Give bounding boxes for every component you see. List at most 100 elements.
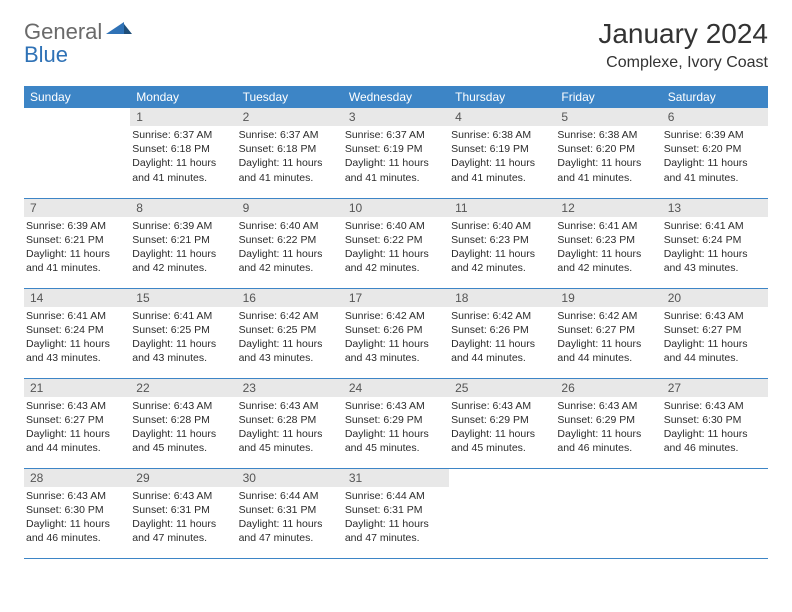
calendar-day-cell: 12 Sunrise: 6:41 AMSunset: 6:23 PMDayligh… [555, 198, 661, 288]
calendar-day-cell: 24 Sunrise: 6:43 AMSunset: 6:29 PMDayligh… [343, 378, 449, 468]
day-info: Sunrise: 6:41 AMSunset: 6:25 PMDaylight:… [130, 309, 236, 366]
weekday-header: Monday [130, 86, 236, 108]
day-info: Sunrise: 6:44 AMSunset: 6:31 PMDaylight:… [237, 489, 343, 546]
day-info: Sunrise: 6:40 AMSunset: 6:22 PMDaylight:… [343, 219, 449, 276]
weekday-header: Sunday [24, 86, 130, 108]
day-info: Sunrise: 6:39 AMSunset: 6:21 PMDaylight:… [24, 219, 130, 276]
calendar-day-cell: 30 Sunrise: 6:44 AMSunset: 6:31 PMDayligh… [237, 468, 343, 558]
day-info: Sunrise: 6:41 AMSunset: 6:24 PMDaylight:… [662, 219, 768, 276]
calendar-day-cell: 27 Sunrise: 6:43 AMSunset: 6:30 PMDayligh… [662, 378, 768, 468]
day-number: 26 [555, 379, 661, 397]
calendar-day-cell: 20 Sunrise: 6:43 AMSunset: 6:27 PMDayligh… [662, 288, 768, 378]
day-number: 30 [237, 469, 343, 487]
location-text: Complexe, Ivory Coast [598, 54, 768, 72]
day-info: Sunrise: 6:41 AMSunset: 6:24 PMDaylight:… [24, 309, 130, 366]
day-number: 4 [449, 108, 555, 126]
title-block: January 2024 Complexe, Ivory Coast [598, 18, 768, 72]
day-info: Sunrise: 6:43 AMSunset: 6:28 PMDaylight:… [130, 399, 236, 456]
day-number: 3 [343, 108, 449, 126]
calendar-day-cell: 9 Sunrise: 6:40 AMSunset: 6:22 PMDaylight… [237, 198, 343, 288]
brand-part2-wrap: Blue [24, 42, 68, 68]
weekday-header: Saturday [662, 86, 768, 108]
weekday-header: Tuesday [237, 86, 343, 108]
day-info: Sunrise: 6:39 AMSunset: 6:21 PMDaylight:… [130, 219, 236, 276]
calendar-day-cell: 31Sunrise: 6:44 AMSunset: 6:31 PMDayligh… [343, 468, 449, 558]
calendar-day-cell: 1 Sunrise: 6:37 AMSunset: 6:18 PMDaylight… [130, 108, 236, 198]
day-number: 11 [449, 199, 555, 217]
calendar-week-row: 14 Sunrise: 6:41 AMSunset: 6:24 PMDayligh… [24, 288, 768, 378]
day-number: 19 [555, 289, 661, 307]
day-number: 10 [343, 199, 449, 217]
day-info: Sunrise: 6:43 AMSunset: 6:30 PMDaylight:… [662, 399, 768, 456]
day-info: Sunrise: 6:42 AMSunset: 6:25 PMDaylight:… [237, 309, 343, 366]
day-info: Sunrise: 6:43 AMSunset: 6:27 PMDaylight:… [662, 309, 768, 366]
calendar-day-cell: 29Sunrise: 6:43 AMSunset: 6:31 PMDayligh… [130, 468, 236, 558]
brand-part2: Blue [24, 42, 68, 67]
day-number: 28 [24, 469, 130, 487]
day-info: Sunrise: 6:43 AMSunset: 6:29 PMDaylight:… [343, 399, 449, 456]
calendar-week-row: 28Sunrise: 6:43 AMSunset: 6:30 PMDayligh… [24, 468, 768, 558]
day-info: Sunrise: 6:38 AMSunset: 6:20 PMDaylight:… [555, 128, 661, 185]
day-info: Sunrise: 6:38 AMSunset: 6:19 PMDaylight:… [449, 128, 555, 185]
day-number: 12 [555, 199, 661, 217]
calendar-page: General January 2024 Complexe, Ivory Coa… [0, 0, 792, 577]
day-info: Sunrise: 6:42 AMSunset: 6:27 PMDaylight:… [555, 309, 661, 366]
calendar-empty-cell [449, 468, 555, 558]
calendar-day-cell: 4 Sunrise: 6:38 AMSunset: 6:19 PMDaylight… [449, 108, 555, 198]
day-number: 29 [130, 469, 236, 487]
day-number: 20 [662, 289, 768, 307]
calendar-day-cell: 15 Sunrise: 6:41 AMSunset: 6:25 PMDayligh… [130, 288, 236, 378]
day-info: Sunrise: 6:43 AMSunset: 6:27 PMDaylight:… [24, 399, 130, 456]
calendar-empty-cell [555, 468, 661, 558]
day-number: 23 [237, 379, 343, 397]
calendar-week-row: 21 Sunrise: 6:43 AMSunset: 6:27 PMDayligh… [24, 378, 768, 468]
day-number: 9 [237, 199, 343, 217]
day-number: 15 [130, 289, 236, 307]
day-number: 14 [24, 289, 130, 307]
calendar-day-cell: 6Sunrise: 6:39 AMSunset: 6:20 PMDaylight… [662, 108, 768, 198]
brand-logo: General [24, 18, 134, 45]
day-info: Sunrise: 6:40 AMSunset: 6:23 PMDaylight:… [449, 219, 555, 276]
calendar-day-cell: 7 Sunrise: 6:39 AMSunset: 6:21 PMDaylight… [24, 198, 130, 288]
day-number: 24 [343, 379, 449, 397]
calendar-day-cell: 2Sunrise: 6:37 AMSunset: 6:18 PMDaylight… [237, 108, 343, 198]
day-info: Sunrise: 6:37 AMSunset: 6:18 PMDaylight:… [130, 128, 236, 185]
calendar-day-cell: 25Sunrise: 6:43 AMSunset: 6:29 PMDayligh… [449, 378, 555, 468]
day-info: Sunrise: 6:43 AMSunset: 6:28 PMDaylight:… [237, 399, 343, 456]
day-number: 21 [24, 379, 130, 397]
day-number: 1 [130, 108, 236, 126]
calendar-day-cell: 11 Sunrise: 6:40 AMSunset: 6:23 PMDayligh… [449, 198, 555, 288]
day-info: Sunrise: 6:37 AMSunset: 6:19 PMDaylight:… [343, 128, 449, 185]
day-number: 27 [662, 379, 768, 397]
calendar-table: SundayMondayTuesdayWednesdayThursdayFrid… [24, 86, 768, 559]
calendar-day-cell: 10 Sunrise: 6:40 AMSunset: 6:22 PMDayligh… [343, 198, 449, 288]
day-number: 13 [662, 199, 768, 217]
calendar-day-cell: 14 Sunrise: 6:41 AMSunset: 6:24 PMDayligh… [24, 288, 130, 378]
weekday-row: SundayMondayTuesdayWednesdayThursdayFrid… [24, 86, 768, 108]
calendar-day-cell: 28Sunrise: 6:43 AMSunset: 6:30 PMDayligh… [24, 468, 130, 558]
day-number: 18 [449, 289, 555, 307]
calendar-day-cell: 17 Sunrise: 6:42 AMSunset: 6:26 PMDayligh… [343, 288, 449, 378]
calendar-day-cell: 19 Sunrise: 6:42 AMSunset: 6:27 PMDayligh… [555, 288, 661, 378]
day-info: Sunrise: 6:41 AMSunset: 6:23 PMDaylight:… [555, 219, 661, 276]
day-info: Sunrise: 6:43 AMSunset: 6:29 PMDaylight:… [449, 399, 555, 456]
calendar-day-cell: 18Sunrise: 6:42 AMSunset: 6:26 PMDayligh… [449, 288, 555, 378]
calendar-week-row: 1 Sunrise: 6:37 AMSunset: 6:18 PMDaylight… [24, 108, 768, 198]
month-title: January 2024 [598, 18, 768, 50]
weekday-header: Wednesday [343, 86, 449, 108]
brand-mark-icon [106, 18, 132, 39]
day-number: 31 [343, 469, 449, 487]
day-number: 17 [343, 289, 449, 307]
calendar-week-row: 7Sunrise: 6:39 AMSunset: 6:21 PMDaylight… [24, 198, 768, 288]
calendar-empty-cell [24, 108, 130, 198]
day-number: 2 [237, 108, 343, 126]
day-info: Sunrise: 6:42 AMSunset: 6:26 PMDaylight:… [343, 309, 449, 366]
page-header: General January 2024 Complexe, Ivory Coa… [24, 18, 768, 72]
calendar-empty-cell [662, 468, 768, 558]
calendar-day-cell: 3 Sunrise: 6:37 AMSunset: 6:19 PMDaylight… [343, 108, 449, 198]
day-info: Sunrise: 6:40 AMSunset: 6:22 PMDaylight:… [237, 219, 343, 276]
calendar-day-cell: 16Sunrise: 6:42 AMSunset: 6:25 PMDayligh… [237, 288, 343, 378]
day-number: 7 [24, 199, 130, 217]
calendar-day-cell: 8Sunrise: 6:39 AMSunset: 6:21 PMDaylight… [130, 198, 236, 288]
weekday-header: Friday [555, 86, 661, 108]
